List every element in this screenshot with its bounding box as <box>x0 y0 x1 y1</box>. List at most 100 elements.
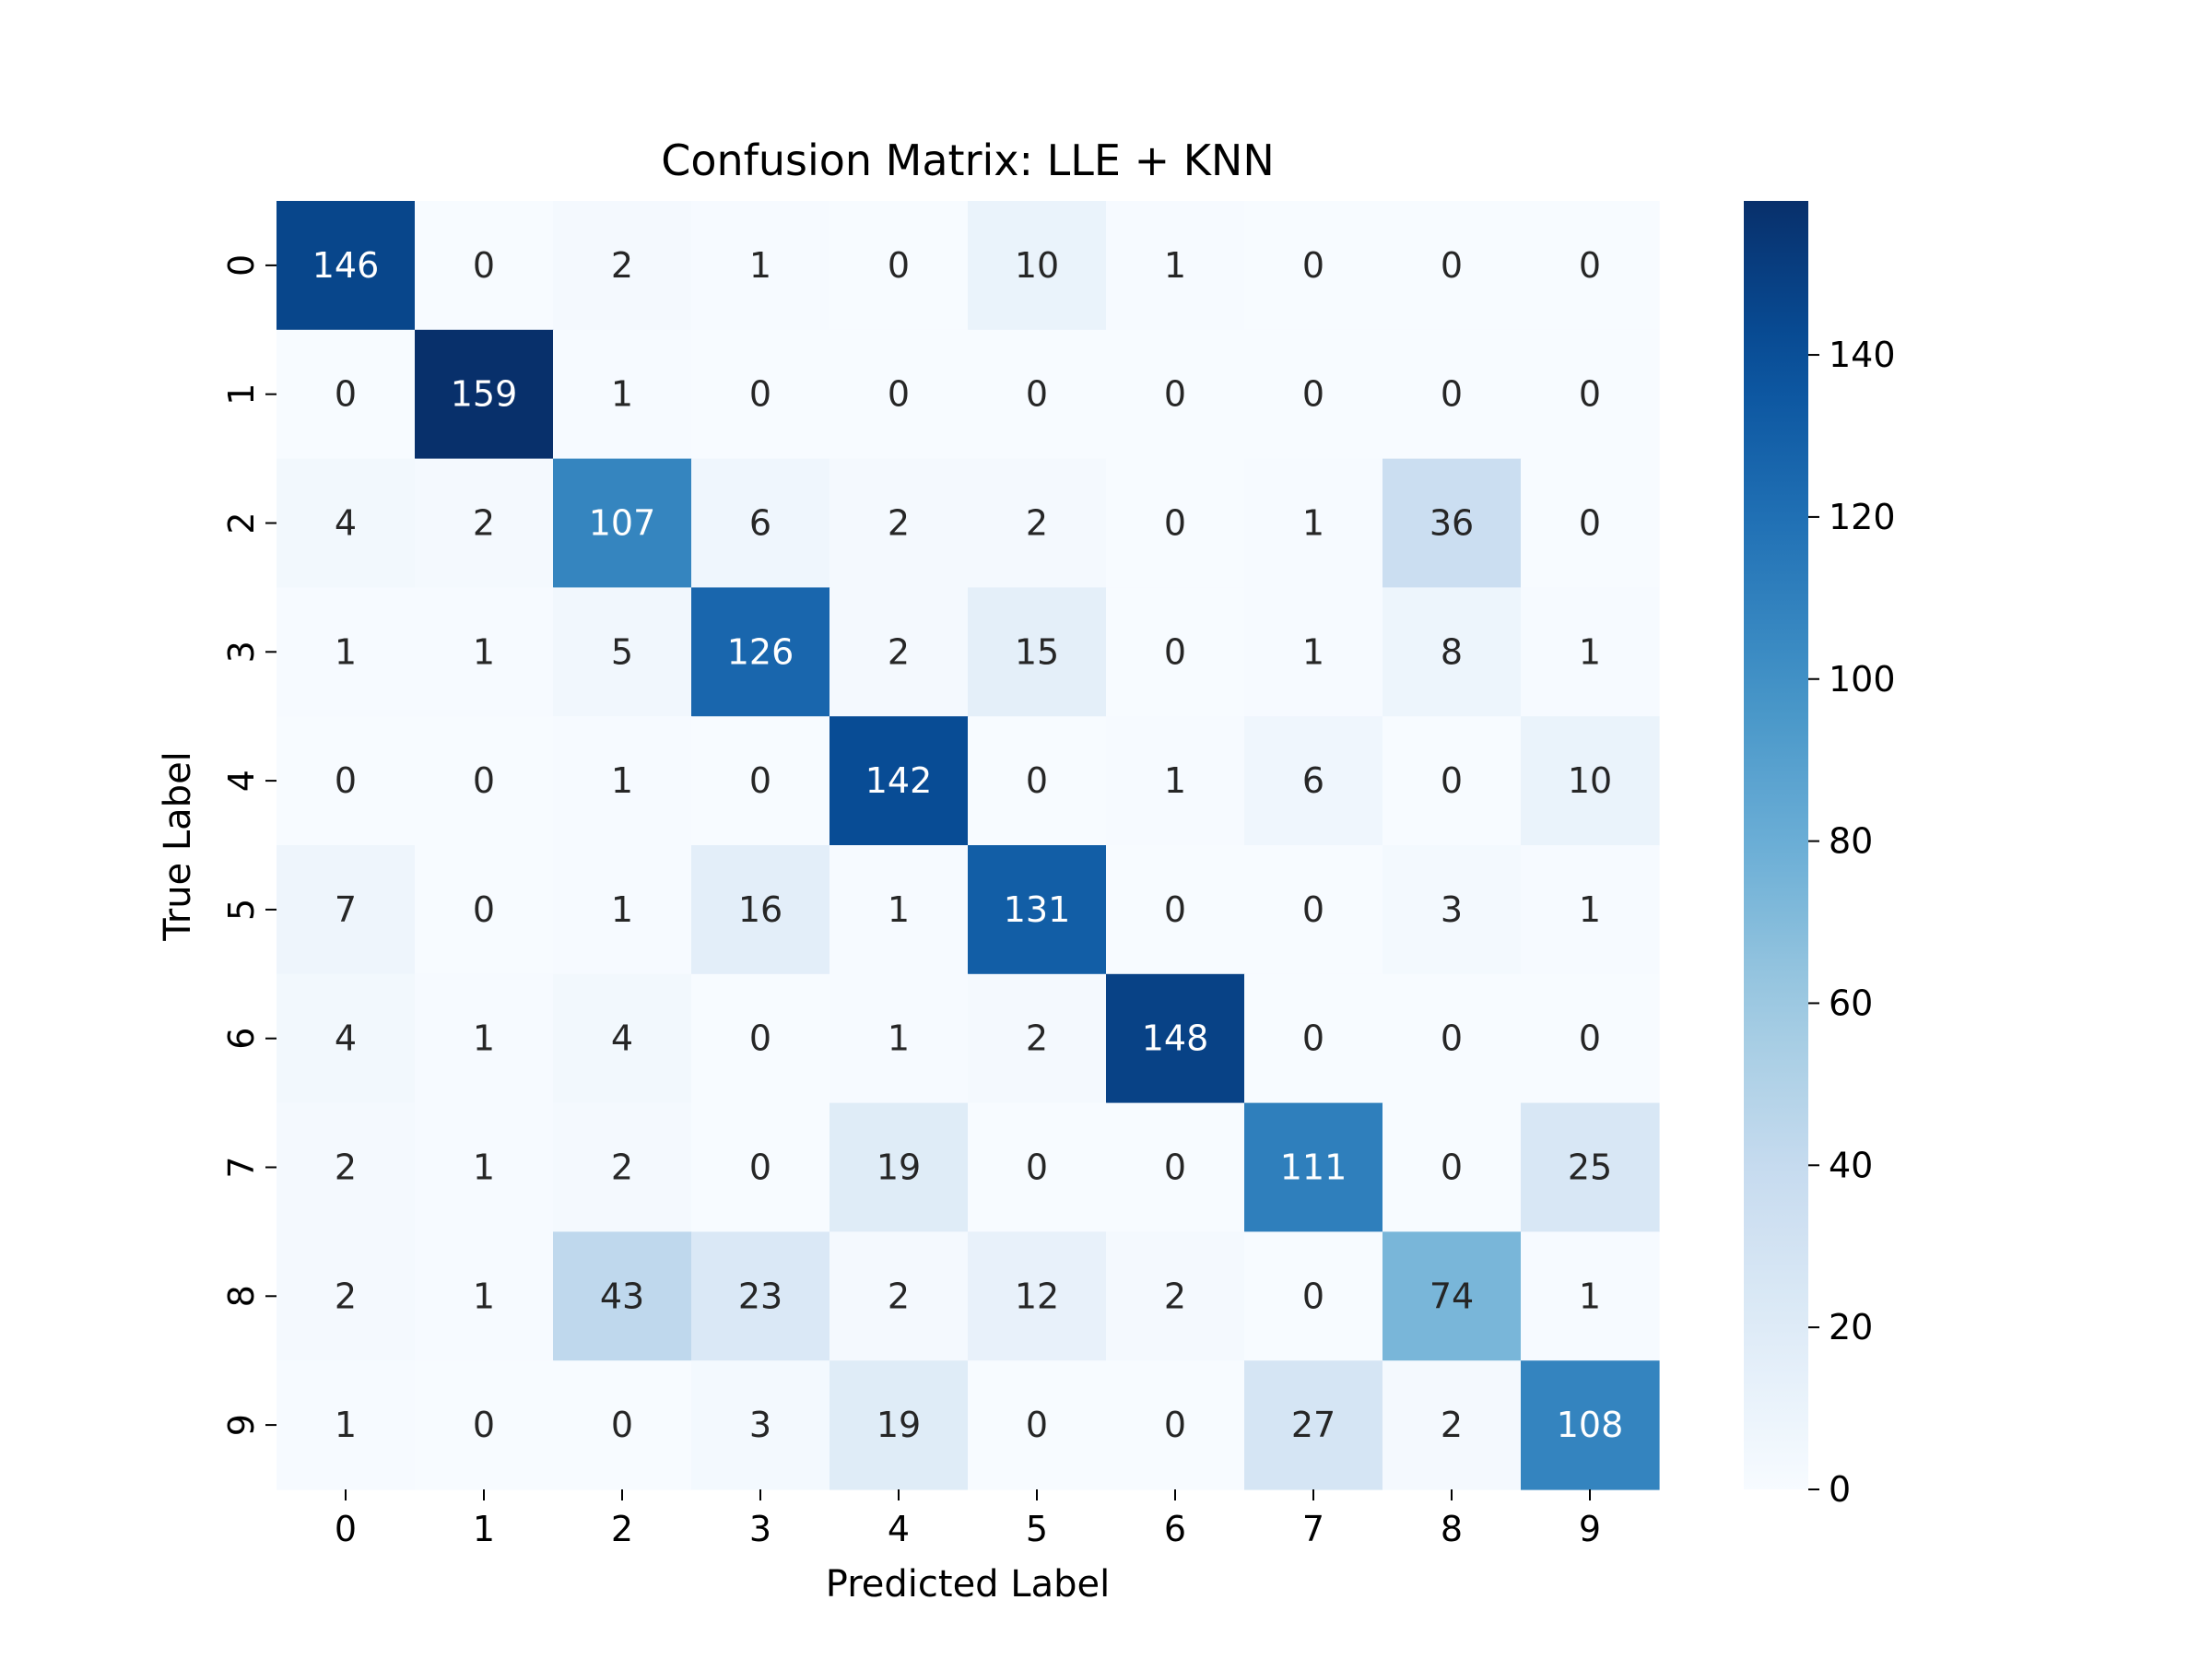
cell-value-label: 0 <box>1026 1147 1048 1188</box>
cell-value-label: 1 <box>473 1276 495 1316</box>
cell-value-label: 4 <box>611 1018 633 1059</box>
cell-value-label: 2 <box>473 503 495 544</box>
y-tick-label: 6 <box>221 1028 262 1050</box>
heatmap-cell <box>691 1360 830 1490</box>
heatmap-cell <box>1106 201 1245 331</box>
cell-value-label: 0 <box>1579 245 1601 286</box>
heatmap-cell <box>1382 1102 1522 1232</box>
cell-value-label: 6 <box>749 503 771 544</box>
heatmap-cell <box>968 458 1107 588</box>
heatmap-cell <box>1382 1360 1522 1490</box>
cell-value-label: 6 <box>1302 760 1324 801</box>
cell-value-label: 1 <box>888 1018 910 1059</box>
heatmap-cell <box>1244 973 1383 1104</box>
heatmap-cell <box>553 329 692 460</box>
cell-value-label: 148 <box>1142 1018 1209 1059</box>
heatmap-cell <box>1521 1231 1660 1361</box>
cell-value-label: 1 <box>749 245 771 286</box>
heatmap-cell <box>415 1102 554 1232</box>
cell-value-label: 16 <box>738 889 782 930</box>
heatmap-cell <box>691 201 830 331</box>
heatmap-cell <box>1244 845 1383 975</box>
heatmap-cell <box>691 587 830 717</box>
y-tick-label: 2 <box>221 512 262 534</box>
heatmap-cell <box>1521 1360 1660 1490</box>
heatmap-cell <box>415 1360 554 1490</box>
cell-value-label: 2 <box>611 1147 633 1188</box>
cell-value-label: 1 <box>1302 503 1324 544</box>
cell-value-label: 2 <box>1026 1018 1048 1059</box>
heatmap-cell <box>1106 587 1245 717</box>
cell-value-label: 19 <box>877 1147 921 1188</box>
heatmap-cell <box>276 1360 416 1490</box>
cell-value-label: 0 <box>749 760 771 801</box>
heatmap-cell <box>1244 716 1383 846</box>
heatmap-cell <box>968 329 1107 460</box>
y-axis-label: True Label <box>157 751 199 942</box>
y-tick-label: 4 <box>221 770 262 792</box>
cell-value-label: 3 <box>749 1405 771 1445</box>
x-tick-label: 7 <box>1302 1509 1324 1549</box>
y-axis-ticks: 0 1 2 3 4 5 6 7 8 9 <box>221 254 276 1436</box>
heatmap-cell <box>415 973 554 1104</box>
heatmap-cell <box>1382 329 1522 460</box>
y-tick-label: 7 <box>221 1156 262 1178</box>
heatmap-cell <box>553 973 692 1104</box>
cell-value-label: 0 <box>1441 760 1463 801</box>
heatmap-cell <box>1521 973 1660 1104</box>
cell-value-label: 1 <box>335 631 357 672</box>
heatmap-cell <box>1244 1360 1383 1490</box>
cell-value-label: 1 <box>335 1405 357 1445</box>
heatmap-cell <box>1244 1102 1383 1232</box>
cell-value-label: 0 <box>1302 374 1324 415</box>
heatmap-cell <box>1382 201 1522 331</box>
heatmap-cell <box>968 1102 1107 1232</box>
cell-value-label: 12 <box>1015 1276 1059 1316</box>
heatmap-cell <box>553 1102 692 1232</box>
heatmap-cell <box>830 329 969 460</box>
cell-value-label: 19 <box>877 1405 921 1445</box>
colorbar-tick-label: 40 <box>1829 1145 1873 1185</box>
cell-value-label: 0 <box>1164 374 1186 415</box>
cell-value-label: 1 <box>1579 631 1601 672</box>
heatmap-cell <box>1106 1231 1245 1361</box>
heatmap-cell <box>415 458 554 588</box>
cell-value-label: 25 <box>1568 1147 1612 1188</box>
heatmap-cell <box>830 845 969 975</box>
cell-value-label: 2 <box>1026 503 1048 544</box>
cell-value-label: 0 <box>1441 1018 1463 1059</box>
heatmap-cell <box>276 201 416 331</box>
cell-value-label: 1 <box>473 1147 495 1188</box>
colorbar-tick-label: 120 <box>1829 497 1896 537</box>
heatmap-cell <box>1106 1360 1245 1490</box>
cell-value-label: 0 <box>1026 374 1048 415</box>
heatmap-cell <box>553 1360 692 1490</box>
heatmap-cell <box>830 973 969 1104</box>
x-axis-label: Predicted Label <box>826 1563 1110 1606</box>
cell-value-label: 0 <box>1026 760 1048 801</box>
colorbar-tick-label: 20 <box>1829 1307 1873 1347</box>
x-tick-label: 6 <box>1164 1509 1186 1549</box>
heatmap-cell <box>1106 845 1245 975</box>
x-tick-label: 4 <box>888 1509 910 1549</box>
heatmap-cell <box>1521 845 1660 975</box>
cell-value-label: 1 <box>473 1018 495 1059</box>
x-tick-label: 9 <box>1579 1509 1601 1549</box>
cell-value-label: 0 <box>749 1018 771 1059</box>
cell-value-label: 8 <box>1441 631 1463 672</box>
y-tick-label: 0 <box>221 254 262 276</box>
heatmap-cell <box>830 1360 969 1490</box>
heatmap-cell <box>830 1231 969 1361</box>
heatmap-cell <box>691 329 830 460</box>
cell-value-label: 1 <box>473 631 495 672</box>
cell-value-label: 0 <box>1441 1147 1463 1188</box>
heatmap-cell <box>1382 716 1522 846</box>
heatmap-cell <box>691 1231 830 1361</box>
cell-value-label: 126 <box>727 631 794 672</box>
cell-value-label: 0 <box>749 1147 771 1188</box>
cell-value-label: 74 <box>1430 1276 1474 1316</box>
heatmap-cell <box>415 329 554 460</box>
cell-value-label: 1 <box>888 889 910 930</box>
y-tick-label: 8 <box>221 1285 262 1307</box>
cell-value-label: 1 <box>611 760 633 801</box>
